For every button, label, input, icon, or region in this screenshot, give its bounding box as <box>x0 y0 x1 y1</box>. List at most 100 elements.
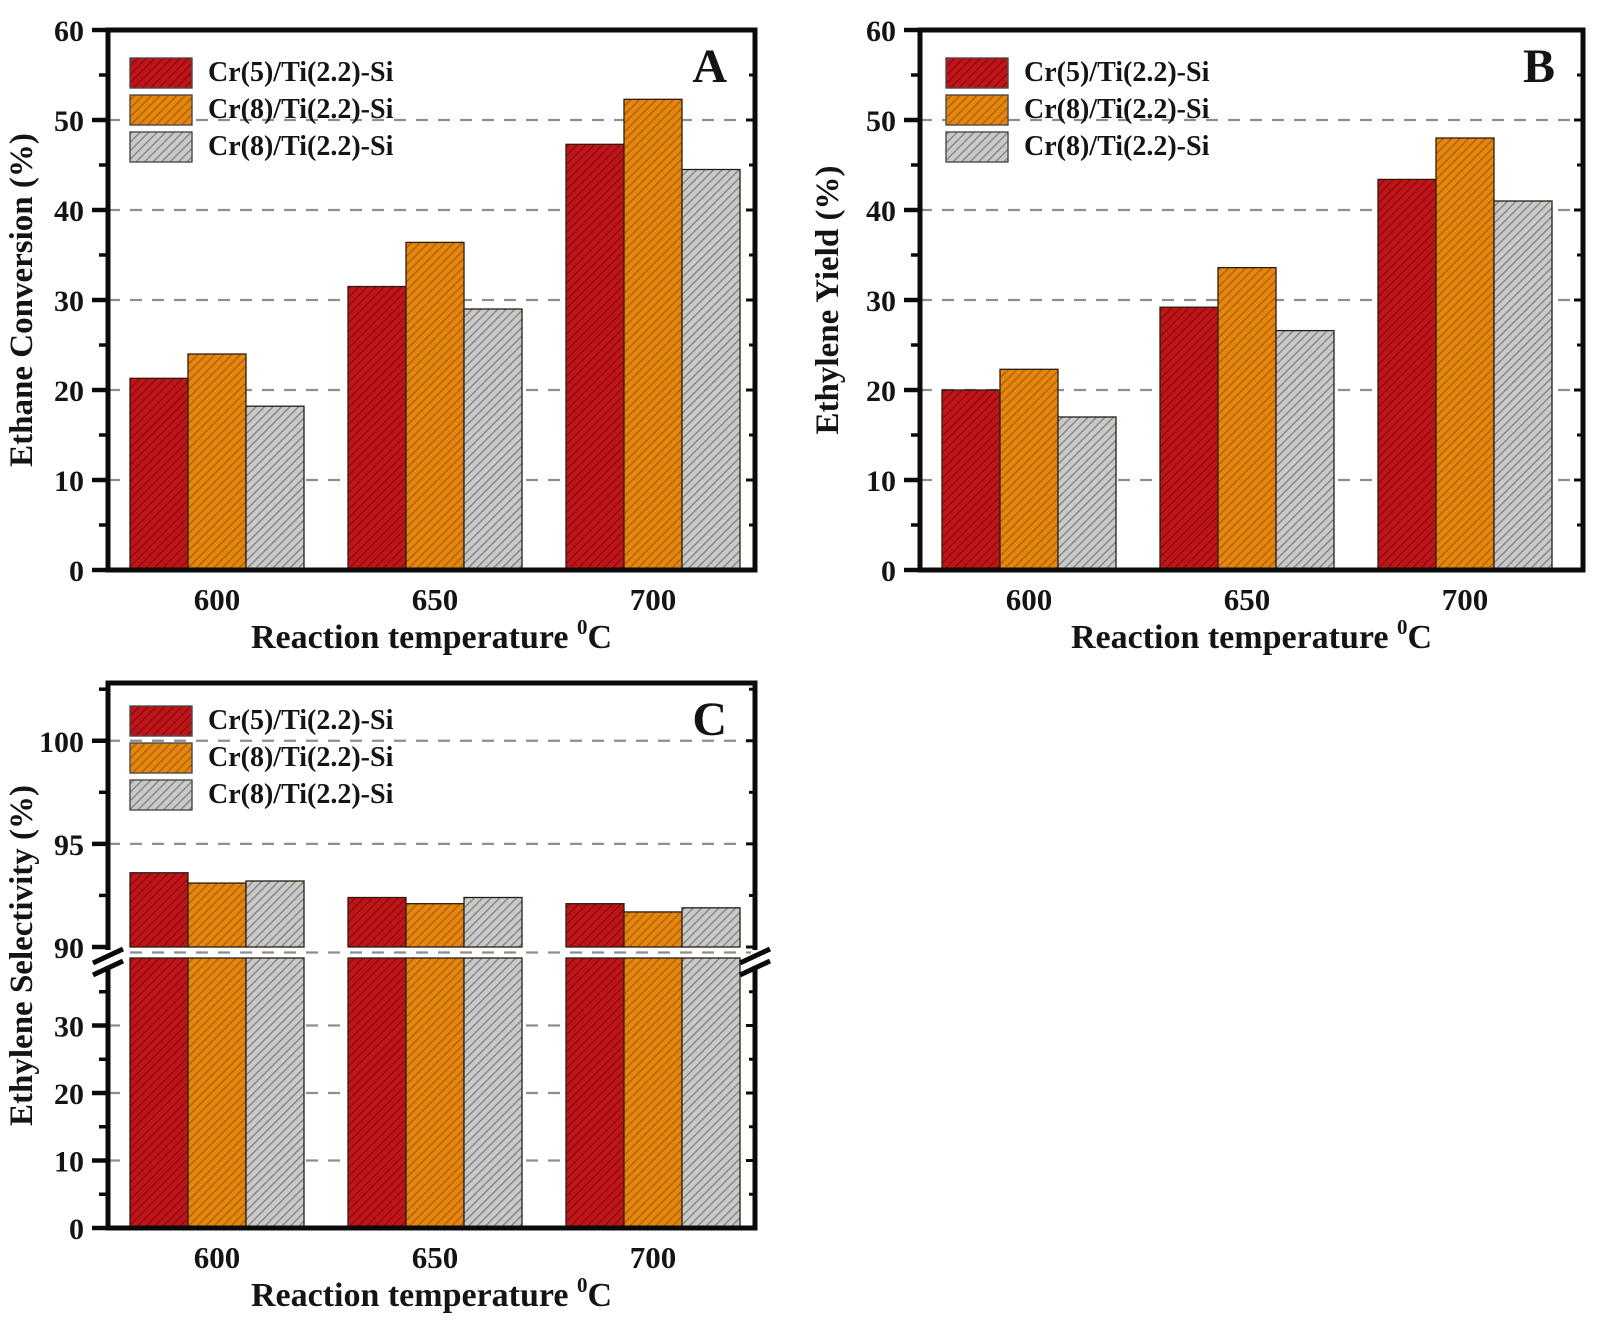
x-category-label: 650 <box>1224 582 1271 617</box>
legend-swatch <box>945 57 1009 89</box>
bar <box>1159 306 1219 571</box>
bar <box>1493 200 1553 571</box>
y-tick-label: 60 <box>54 15 84 48</box>
y-tick-label: 20 <box>866 375 896 408</box>
y-tick-label: 30 <box>54 285 84 318</box>
y-tick-label: 100 <box>39 726 84 759</box>
legend-label: Cr(8)/Ti(2.2)-Si <box>208 779 394 810</box>
bar <box>187 882 247 948</box>
x-category-label: 600 <box>194 582 241 617</box>
legend-swatch <box>129 705 193 737</box>
bar <box>347 896 407 948</box>
bar <box>187 353 247 571</box>
legend-label: Cr(8)/Ti(2.2)-Si <box>208 94 394 125</box>
bars-group <box>941 137 1553 571</box>
bar <box>463 308 523 571</box>
axis-break-icon <box>91 946 125 966</box>
y-tick-label: 10 <box>54 465 84 498</box>
y-tick-label: 10 <box>54 1146 84 1179</box>
bar <box>245 957 305 1229</box>
y-tick-label: 0 <box>881 555 896 588</box>
legend-swatch <box>129 57 193 89</box>
y-tick-label: 0 <box>69 1213 84 1246</box>
legend-swatch <box>129 94 193 126</box>
bar <box>623 911 683 948</box>
legend-swatch <box>945 131 1009 163</box>
chart-c-ethylene-selectivity: 600 650 700 90 95 100 0 10 20 30 Cr(5)/Ti(2.2)-Si C… <box>4 680 772 1314</box>
y-tick-label: 95 <box>54 829 84 862</box>
bar <box>681 957 741 1229</box>
bar <box>1057 416 1117 571</box>
chart-a-ethane-conversion: 600 650 700 0 10 20 30 40 50 60 Cr(5)/Ti(2.2)-Si Cr… <box>4 15 758 656</box>
panel-label: C <box>692 693 727 746</box>
y-tick-label: 0 <box>69 555 84 588</box>
y-tick-label: 40 <box>54 195 84 228</box>
bars-group <box>129 98 741 571</box>
legend-swatch <box>129 779 193 811</box>
bar <box>405 903 465 948</box>
bar <box>1217 266 1277 571</box>
chart-b-ethylene-yield: 600 650 700 0 10 20 30 40 50 60 Cr(5)/Ti(2.2)-Si Cr… <box>810 15 1586 656</box>
legend-swatch <box>945 94 1009 126</box>
x-axis-title: Reaction temperature 0C <box>251 1273 612 1314</box>
legend-label: Cr(5)/Ti(2.2)-Si <box>208 705 394 736</box>
legend-label: Cr(5)/Ti(2.2)-Si <box>1024 57 1210 88</box>
bar <box>565 957 625 1229</box>
legend-swatch <box>129 742 193 774</box>
axis-break-icon <box>91 958 125 978</box>
y-axis-title: Ethane Conversion (%) <box>4 133 40 467</box>
bar <box>1377 178 1437 571</box>
x-category-label: 600 <box>194 1240 241 1275</box>
x-category-label: 650 <box>412 582 459 617</box>
y-tick-label: 40 <box>866 195 896 228</box>
bar <box>405 957 465 1229</box>
y-tick-label: 30 <box>866 285 896 318</box>
bar <box>565 143 625 571</box>
x-category-label: 700 <box>630 582 677 617</box>
bar <box>245 880 305 948</box>
bar <box>941 389 1001 571</box>
bars-group <box>129 872 741 1229</box>
y-tick-label: 30 <box>54 1011 84 1044</box>
legend-label: Cr(8)/Ti(2.2)-Si <box>1024 131 1210 162</box>
panel-label: A <box>692 40 727 93</box>
legend-swatch <box>129 131 193 163</box>
y-tick-label: 20 <box>54 1078 84 1111</box>
legend-label: Cr(8)/Ti(2.2)-Si <box>1024 94 1210 125</box>
y-tick-label: 50 <box>54 105 84 138</box>
y-tick-label: 20 <box>54 375 84 408</box>
x-axis-title: Reaction temperature 0C <box>1071 615 1432 656</box>
y-axis-title: Ethylene Selectivity (%) <box>4 785 40 1126</box>
y-axis-title: Ethylene Yield (%) <box>810 166 846 435</box>
bar <box>681 168 741 571</box>
bar <box>463 957 523 1229</box>
bar <box>623 957 683 1229</box>
panel-label: B <box>1523 40 1555 93</box>
bar <box>1435 137 1495 571</box>
bar <box>565 903 625 948</box>
bar <box>623 98 683 571</box>
y-tick-label: 50 <box>866 105 896 138</box>
bar <box>245 405 305 571</box>
bar <box>129 957 189 1229</box>
x-category-label: 700 <box>1442 582 1489 617</box>
y-tick-label: 90 <box>54 932 84 965</box>
y-tick-label: 60 <box>866 15 896 48</box>
x-category-label: 650 <box>412 1240 459 1275</box>
bar <box>405 241 465 571</box>
bar <box>463 896 523 948</box>
legend-label: Cr(8)/Ti(2.2)-Si <box>208 742 394 773</box>
axis-break-icon <box>738 946 772 966</box>
bar <box>129 872 189 948</box>
bar <box>1275 329 1335 571</box>
x-category-label: 600 <box>1006 582 1053 617</box>
bar <box>187 957 247 1229</box>
x-axis-title: Reaction temperature 0C <box>251 615 612 656</box>
bar <box>347 957 407 1229</box>
y-tick-label: 10 <box>866 465 896 498</box>
legend-label: Cr(5)/Ti(2.2)-Si <box>208 57 394 88</box>
bar <box>129 377 189 571</box>
bar <box>681 907 741 948</box>
legend-label: Cr(8)/Ti(2.2)-Si <box>208 131 394 162</box>
